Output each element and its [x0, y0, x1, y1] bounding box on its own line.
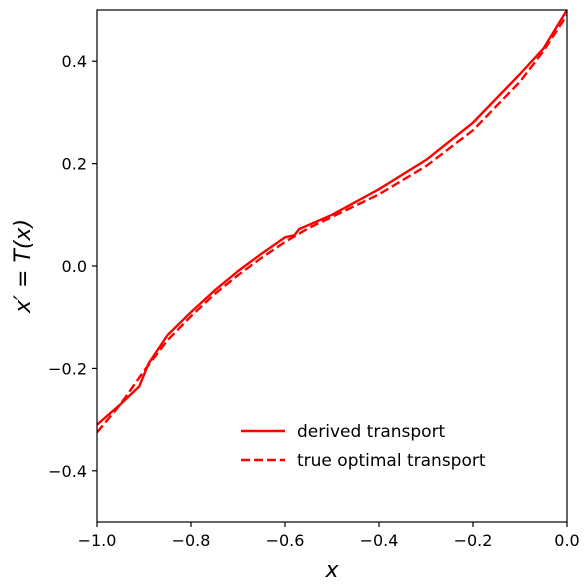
y-tick-label: 0.0 [62, 257, 87, 276]
legend-label-true-optimal-transport: true optimal transport [297, 451, 486, 471]
x-tick-label: 0.0 [554, 531, 579, 550]
x-tick-label: −0.2 [454, 531, 493, 550]
legend-label-derived-transport: derived transport [297, 422, 446, 442]
y-tick-label: 0.2 [62, 155, 87, 174]
y-axis-label: x′ = T(x) [11, 219, 36, 314]
y-tick-label: 0.4 [62, 52, 87, 71]
plot-frame [96, 9, 568, 523]
x-tick-label: −1.0 [78, 531, 117, 550]
y-tick-label: −0.2 [48, 359, 87, 378]
x-tick-label: −0.6 [266, 531, 305, 550]
y-tick-label: −0.4 [48, 462, 87, 481]
series-layer [97, 10, 567, 434]
series-line-true-optimal-transport [97, 14, 567, 434]
x-tick-label: −0.4 [360, 531, 399, 550]
x-axis-label: x [324, 558, 339, 583]
series-line-derived-transport [97, 10, 567, 426]
legend: derived transport true optimal transport [241, 422, 486, 471]
ticks-layer: −1.0 −0.8 −0.6 −0.4 −0.2 0.0 −0.4 −0.2 0.0 0.2 0.4 [48, 52, 580, 550]
x-tick-label: −0.8 [172, 531, 211, 550]
